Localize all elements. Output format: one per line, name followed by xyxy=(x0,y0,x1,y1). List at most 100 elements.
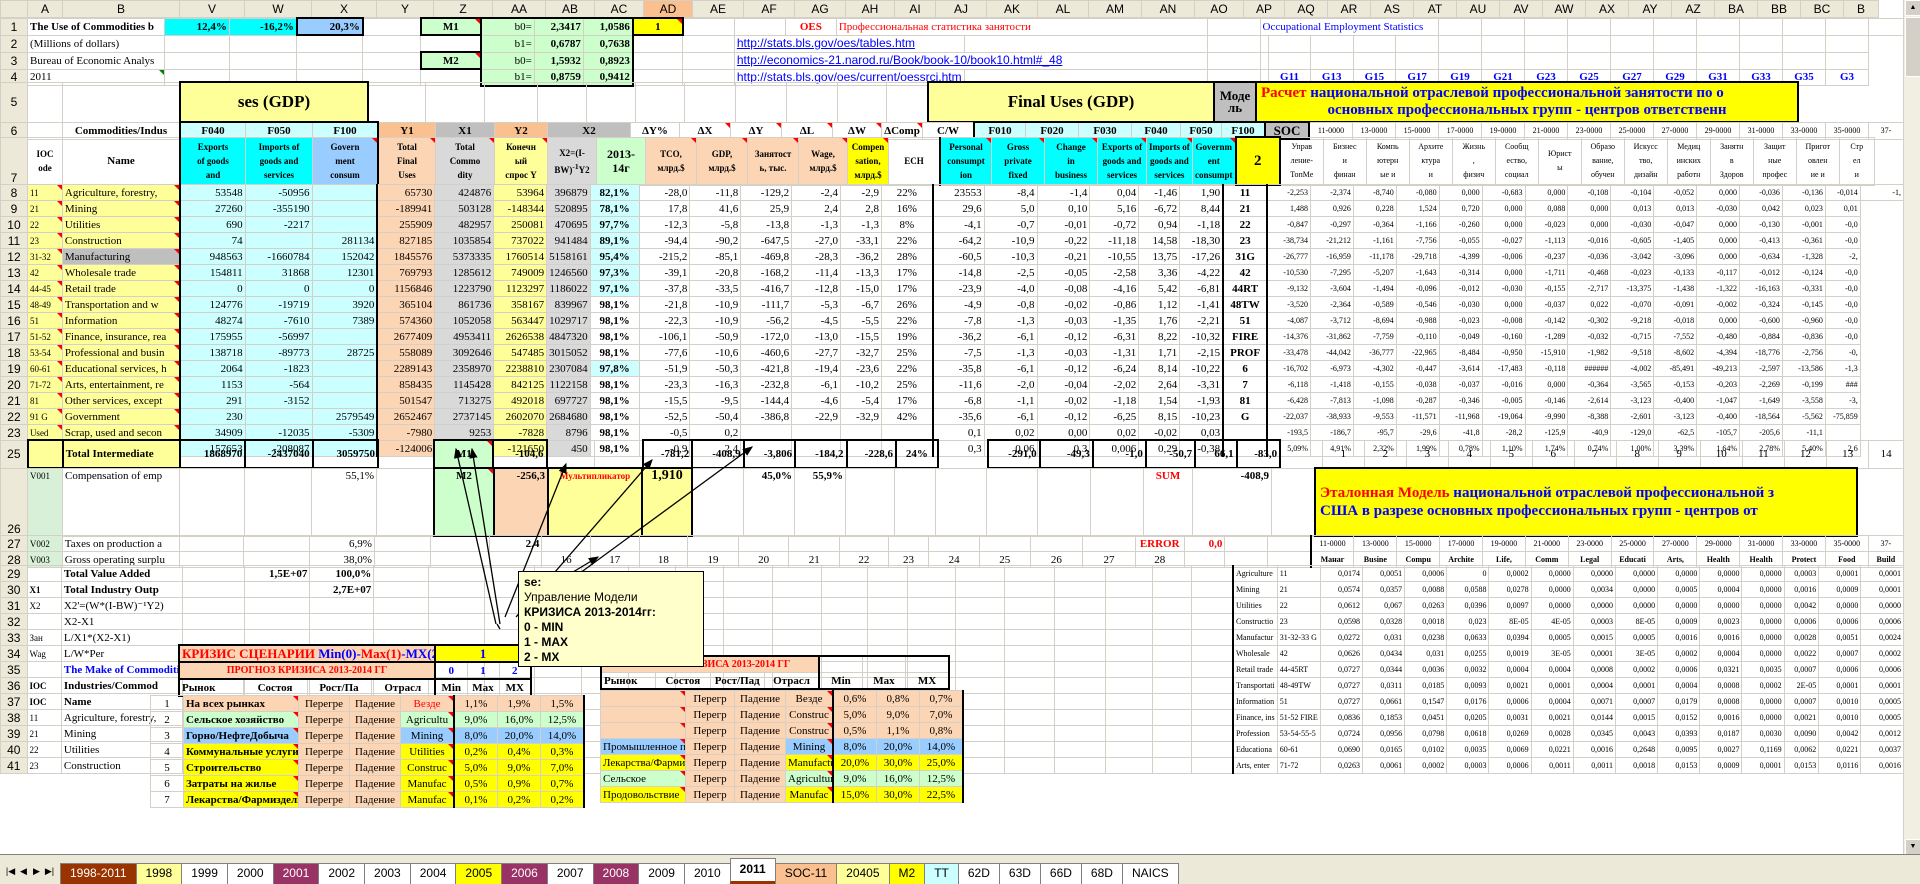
cell-soc-val-15-0[interactable]: -3,520 xyxy=(1266,296,1311,313)
cell-X26-pct[interactable]: 55,1% xyxy=(311,467,377,537)
row-header-30[interactable]: 30 xyxy=(0,581,28,598)
cell-soc-val-10-9[interactable]: -0,047 xyxy=(1653,216,1698,233)
cell-soc-val-20-3[interactable]: -0,038 xyxy=(1395,376,1440,393)
cell-x1-21[interactable]: 713275 xyxy=(434,392,495,409)
cell-AA26[interactable]: -256,3 xyxy=(493,467,549,537)
cell-AO3[interactable] xyxy=(1206,51,1261,70)
table-row[interactable]: 8 11 Agriculture, forestry, 53548 -50956 6573… xyxy=(0,184,1904,201)
col-AD[interactable]: AD xyxy=(643,0,693,18)
cell-AO39[interactable] xyxy=(1151,725,1192,742)
cell-f050r-12[interactable]: 13,75 xyxy=(1138,248,1181,265)
cell-AC1[interactable]: 1,0586 xyxy=(582,17,634,36)
crisis2-row-min-2[interactable]: 0,5% xyxy=(832,722,877,739)
ref-row-val-9-9[interactable]: 0,0016 xyxy=(1699,709,1743,726)
cell-f050-9[interactable]: -355190 xyxy=(244,200,313,217)
cell-soc-val-17-10[interactable]: -0,480 xyxy=(1696,328,1741,345)
cell-AN39[interactable] xyxy=(1104,725,1153,742)
cell-soc-val-20-11[interactable]: -2,269 xyxy=(1739,376,1783,393)
table-row[interactable]: 16 51 Information 48274 -7610 7389 574360 10520… xyxy=(0,312,1904,329)
cell-soc-val-11-6[interactable]: -1,113 xyxy=(1524,232,1569,249)
cell-soc-val-17-7[interactable]: -0,032 xyxy=(1567,328,1612,345)
cell-soc-val-21-1[interactable]: -7,813 xyxy=(1309,392,1354,409)
cell-dl-13[interactable]: -168,2 xyxy=(740,264,793,281)
cell-AH31[interactable] xyxy=(820,597,869,614)
cell-dw-21[interactable]: -4,6 xyxy=(791,392,842,409)
ref-row-val-2-12[interactable]: 0,0000 xyxy=(1818,597,1862,614)
crisis-row-growth-4[interactable]: Падение xyxy=(349,759,401,776)
col-Y[interactable]: Y xyxy=(376,0,434,18)
sheet-tab-tt[interactable]: TT xyxy=(924,863,959,884)
crisis-row-market-0[interactable]: На всех рынках xyxy=(183,695,299,712)
cell-dl-18[interactable]: -460,6 xyxy=(740,344,793,361)
cell-AP30[interactable] xyxy=(1190,581,1234,598)
cell-soc-val-22-5[interactable]: -19,064 xyxy=(1481,408,1526,425)
crisis-row-industry-1[interactable]: Agricultu xyxy=(400,711,455,728)
col-AH[interactable]: AH xyxy=(845,0,895,18)
cell-x2-15[interactable]: 839967 xyxy=(546,296,591,313)
cell-y2-9[interactable]: -148344 xyxy=(493,200,548,217)
row-header-36[interactable]: 36 xyxy=(0,677,28,694)
cell-AD27[interactable] xyxy=(638,535,689,552)
cell-AD25[interactable]: -781,2 xyxy=(641,439,694,469)
cell-f100r-10[interactable]: -1,18 xyxy=(1179,216,1225,233)
crisis-rows-panel[interactable]: 1 На всех рынках Перегре Падение Везде 1,1% 1,… xyxy=(150,695,585,808)
cell-V29[interactable] xyxy=(181,565,245,582)
ref-row-val-12-11[interactable]: 0,0153 xyxy=(1783,757,1820,774)
ref-row-val-5-8[interactable]: 0,0002 xyxy=(1657,645,1701,662)
ref-row-val-8-5[interactable]: 0,0004 xyxy=(1530,693,1574,710)
cell-B27[interactable]: Taxes on production a xyxy=(61,535,180,552)
cell-y1-14[interactable]: 1156846 xyxy=(376,280,436,297)
cell-soc-val-15-13[interactable]: -0,0 xyxy=(1824,296,1861,313)
row-header-15[interactable]: 15 xyxy=(0,296,28,313)
cell-soc-val-20-0[interactable]: -6,118 xyxy=(1266,376,1311,393)
cell-dw-10[interactable]: -1,3 xyxy=(791,216,842,233)
crisis-row-mx-3[interactable]: 0,3% xyxy=(540,743,585,760)
cell-f100-9[interactable] xyxy=(311,200,379,217)
ref-row-val-9-8[interactable]: 0,0152 xyxy=(1657,709,1701,726)
tab-nav-buttons[interactable]: |◀ ◀ ▶ ▶| xyxy=(0,861,60,881)
cell-f020-15[interactable]: -0,8 xyxy=(983,296,1038,313)
cell-soc-val-18-1[interactable]: -44,042 xyxy=(1309,344,1354,361)
ref-row-code-12[interactable]: 71-72 xyxy=(1276,757,1321,774)
cell-f100r-13[interactable]: -4,22 xyxy=(1179,264,1225,281)
crisis2-row-state-4[interactable]: Перегр xyxy=(685,754,735,771)
cell-soc-val-20-6[interactable]: 0,000 xyxy=(1524,376,1569,393)
cell-f010-8[interactable]: 23553 xyxy=(931,184,985,201)
cell-X29[interactable]: 100,0% xyxy=(309,565,375,582)
ref-row-val-5-7[interactable]: 3E-05 xyxy=(1614,645,1659,662)
cell-f100-16[interactable]: 7389 xyxy=(311,312,379,329)
cell-f100-10[interactable] xyxy=(311,216,379,233)
sheet-grid[interactable]: 1 The Use of Commodities b 12,4% -16,2% … xyxy=(0,17,1904,855)
cell-B33[interactable]: L/X1*(X2-X1) xyxy=(60,629,183,646)
cell-x1-9[interactable]: 503128 xyxy=(434,200,495,217)
ref-row-val-12-7[interactable]: 0,0018 xyxy=(1614,757,1659,774)
sheet-tab-2007[interactable]: 2007 xyxy=(546,863,594,884)
cell-soc-val-22-6[interactable]: -9,990 xyxy=(1524,408,1569,425)
sheet-tab-2009[interactable]: 2009 xyxy=(638,863,685,884)
cell-f050r-13[interactable]: 3,36 xyxy=(1138,264,1181,281)
cell-soc-val-17-12[interactable]: -0,836 xyxy=(1781,328,1826,345)
cell-AM32[interactable] xyxy=(1054,613,1106,630)
ref-row-val-12-2[interactable]: 0,0002 xyxy=(1404,757,1448,774)
cell-soc-val-11-10[interactable]: 0,000 xyxy=(1696,232,1741,249)
sheet-tab-bar[interactable]: |◀ ◀ ▶ ▶| 1998-2011 1998 1999 2000 2001 2002 2… xyxy=(0,854,1920,884)
ref-row-name-3[interactable]: Constructio xyxy=(1231,613,1278,630)
ref-row-val-3-10[interactable]: 0,0000 xyxy=(1741,613,1785,630)
ref-row-code-1[interactable]: 21 xyxy=(1276,581,1321,598)
cell-BA2[interactable] xyxy=(1696,34,1740,53)
cell-iocode-14[interactable]: 44-45 xyxy=(26,280,63,297)
col-AS[interactable]: AS xyxy=(1370,0,1414,18)
cell-soc-val-12-10[interactable]: 0,000 xyxy=(1696,248,1741,265)
cell-soc-val-15-2[interactable]: -0,589 xyxy=(1352,296,1397,313)
ref-row-val-4-9[interactable]: 0,0016 xyxy=(1699,629,1743,646)
cell-soc-val-12-12[interactable]: -1,328 xyxy=(1781,248,1826,265)
cell-soc-val-20-12[interactable]: -0,199 xyxy=(1781,376,1826,393)
cell-Y30[interactable] xyxy=(373,581,429,598)
cell-cw-12[interactable]: 28% xyxy=(880,248,934,265)
ref-row-val-8-10[interactable]: 0,0000 xyxy=(1741,693,1785,710)
crisis2-row[interactable]: Сельское Перегр Падение Agricultur 9,0% 16,0%… xyxy=(600,770,964,787)
cell-soc-val-17-13[interactable]: -0,0 xyxy=(1824,328,1861,345)
ref-row-val-3-12[interactable]: 0,0006 xyxy=(1818,613,1862,630)
crisis2-row-min-1[interactable]: 5,0% xyxy=(832,706,877,723)
ref-row-val-5-9[interactable]: 0,0004 xyxy=(1699,645,1743,662)
